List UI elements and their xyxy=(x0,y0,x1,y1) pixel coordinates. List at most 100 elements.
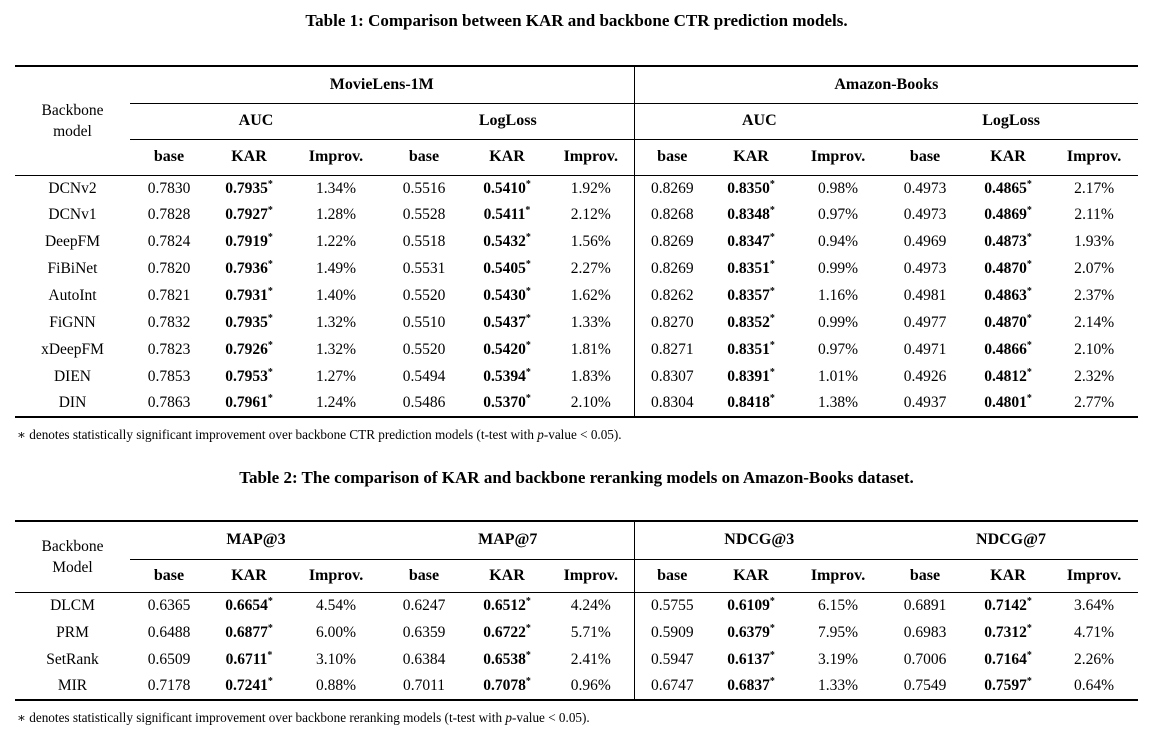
cell-kar: 0.6837* xyxy=(710,673,792,700)
cell-improv: 2.12% xyxy=(570,206,611,224)
table2-footnote: ∗ denotes statistically significant impr… xyxy=(17,710,1165,726)
cell-improv: 1.27% xyxy=(315,367,357,385)
cell-base: 0.5755 xyxy=(633,592,711,620)
cell-improv: 1.62% xyxy=(570,287,611,304)
backbone-header-line1: Backbone xyxy=(41,537,104,555)
significance-star: * xyxy=(1026,232,1032,244)
subheader-base: base xyxy=(633,139,711,176)
cell-improv: 1.40% xyxy=(315,287,357,304)
cell-improv: 2.26% xyxy=(1074,650,1115,668)
kar-value: 0.4866 xyxy=(984,340,1027,358)
significance-star: * xyxy=(525,312,531,324)
cell-base: 0.7820 xyxy=(147,260,191,278)
subheader-kar: KAR xyxy=(466,559,549,593)
row-label-model: AutoInt xyxy=(48,287,97,304)
cell-improv: 1.92% xyxy=(570,179,611,197)
footnote-text: denotes statistically significant improv… xyxy=(25,427,538,443)
cell-kar: 0.7931* xyxy=(208,283,290,310)
row-label-model: PRM xyxy=(56,623,89,641)
cell-improv: 7.95% xyxy=(817,623,859,641)
kar-value: 0.6512 xyxy=(483,596,526,614)
significance-star: * xyxy=(267,649,273,661)
subheader-improv: Improv. xyxy=(792,139,885,176)
cell-base: 0.6359 xyxy=(402,623,446,641)
cell-kar: 0.8351* xyxy=(710,256,792,283)
significance-star: * xyxy=(769,178,775,190)
kar-value: 0.5394 xyxy=(483,367,526,385)
kar-value: 0.6837 xyxy=(727,677,770,695)
cell-base: 0.4937 xyxy=(903,394,947,412)
cell-base: 0.6747 xyxy=(633,673,711,701)
row-label-model: DeepFM xyxy=(44,233,101,251)
cell-kar: 0.7597* xyxy=(966,673,1050,700)
subheader-kar: KAR xyxy=(208,559,290,593)
cell-improv: 2.14% xyxy=(1074,313,1115,331)
kar-value: 0.4873 xyxy=(984,233,1027,251)
significance-star: * xyxy=(267,178,273,190)
significance-star: * xyxy=(525,675,531,687)
kar-value: 0.7142 xyxy=(984,596,1027,614)
kar-value: 0.5405 xyxy=(483,260,526,278)
kar-value: 0.8351 xyxy=(727,260,770,278)
kar-value: 0.7961 xyxy=(225,394,268,412)
cell-kar: 0.4863* xyxy=(966,283,1050,310)
cell-improv: 6.15% xyxy=(817,596,859,614)
kar-value: 0.7597 xyxy=(984,677,1027,695)
kar-value: 0.8357 xyxy=(727,287,770,304)
significance-star: * xyxy=(1026,675,1032,687)
cell-base: 0.7011 xyxy=(402,677,446,695)
subheader-base: base xyxy=(884,139,967,176)
significance-star: * xyxy=(267,285,273,297)
cell-base: 0.5518 xyxy=(402,233,446,251)
subheader-improv: Improv. xyxy=(1050,559,1139,593)
cell-base: 0.5510 xyxy=(402,313,446,331)
cell-kar: 0.6722* xyxy=(466,619,548,646)
cell-improv: 1.34% xyxy=(315,179,357,197)
cell-kar: 0.5405* xyxy=(466,256,548,283)
significance-star: * xyxy=(525,595,531,607)
subheader-base: base xyxy=(130,139,208,176)
significance-star: * xyxy=(769,675,775,687)
significance-star: * xyxy=(1026,339,1032,351)
cell-base: 0.7821 xyxy=(147,287,191,304)
cell-kar: 0.6877* xyxy=(208,619,290,646)
cell-improv: 0.97% xyxy=(818,206,859,224)
metric-header-logloss-ml: LogLoss xyxy=(382,103,635,140)
cell-kar: 0.8418* xyxy=(710,390,792,417)
cell-improv: 0.94% xyxy=(818,233,859,251)
cell-improv: 4.24% xyxy=(570,596,611,614)
subheader-base: base xyxy=(633,559,711,593)
kar-value: 0.6137 xyxy=(727,650,770,668)
cell-base: 0.5516 xyxy=(402,179,446,197)
group-header-map3: MAP@3 xyxy=(130,521,383,560)
table1-footnote: ∗ denotes statistically significant impr… xyxy=(17,427,1165,443)
significance-star: * xyxy=(525,258,531,270)
cell-base: 0.7828 xyxy=(147,206,191,224)
significance-star: * xyxy=(267,675,273,687)
kar-value: 0.6722 xyxy=(483,623,526,641)
significance-star: * xyxy=(1026,285,1032,297)
cell-kar: 0.7926* xyxy=(208,336,290,363)
cell-base: 0.4971 xyxy=(903,340,947,358)
cell-base: 0.5531 xyxy=(402,260,446,278)
backbone-header-line2: model xyxy=(53,122,92,140)
significance-star: * xyxy=(769,392,775,404)
significance-star: * xyxy=(525,178,531,190)
cell-base: 0.5528 xyxy=(402,206,446,224)
significance-star: * xyxy=(1026,622,1032,634)
table-row: FiGNN 0.7832 0.7935* 1.32% 0.5510 0.5437* 1.33… xyxy=(15,309,1138,337)
cell-improv: 1.33% xyxy=(570,313,611,331)
cell-kar: 0.4870* xyxy=(966,256,1050,283)
cell-improv: 2.17% xyxy=(1074,179,1115,197)
significance-star: * xyxy=(525,205,531,217)
cell-improv: 5.71% xyxy=(570,623,611,641)
cell-base: 0.4969 xyxy=(903,233,947,251)
significance-star: * xyxy=(769,312,775,324)
significance-star: * xyxy=(1026,392,1032,404)
cell-kar: 0.6137* xyxy=(710,646,792,673)
cell-base: 0.7830 xyxy=(147,179,191,197)
table1-metric-header-row: AUC LogLoss AUC LogLoss xyxy=(15,103,1139,140)
kar-value: 0.7935 xyxy=(225,179,268,197)
cell-kar: 0.5437* xyxy=(466,309,548,336)
significance-star: * xyxy=(769,595,775,607)
